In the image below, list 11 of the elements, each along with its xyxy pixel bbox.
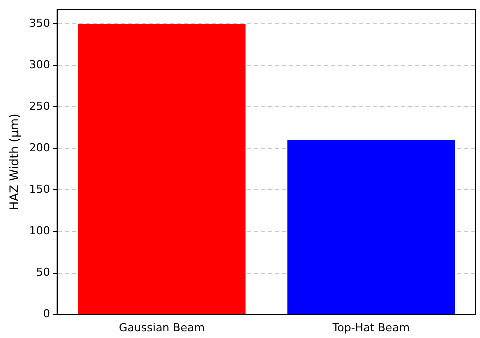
x-tick-label: Gaussian Beam (119, 321, 205, 334)
y-tick-label: 150 (29, 183, 50, 196)
y-axis-title: HAZ Width (μm) (7, 114, 22, 211)
x-tick-label: Top-Hat Beam (332, 321, 410, 334)
y-tick-label: 50 (36, 266, 50, 280)
y-tick-label: 350 (29, 16, 50, 30)
y-tick-label: 300 (29, 58, 50, 72)
y-tick-label: 0 (43, 308, 50, 321)
y-tick-label: 200 (29, 142, 50, 155)
y-tick-label: 250 (29, 100, 50, 114)
y-tick-label: 100 (29, 224, 50, 238)
